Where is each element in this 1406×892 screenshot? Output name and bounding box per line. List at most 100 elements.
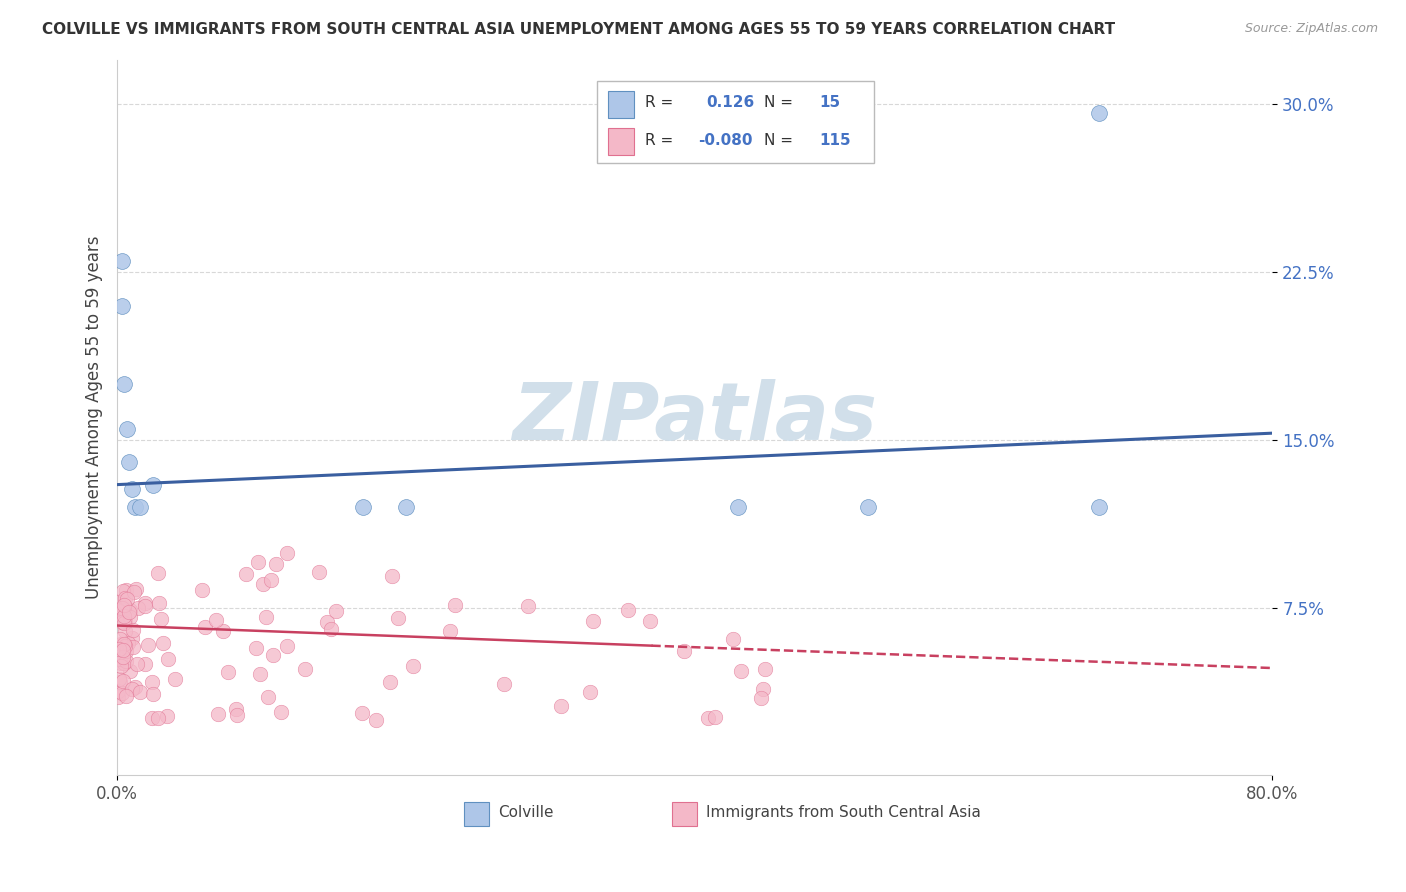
Point [141, 711, 163, 725]
Point [114, 639, 136, 653]
Point [111, 615, 134, 629]
Point [121, 623, 143, 637]
Point [256, 690, 278, 704]
Point [439, 624, 461, 638]
Text: R =: R = [645, 95, 673, 110]
Point [118, 610, 141, 624]
Point [617, 603, 640, 617]
Point [148, 596, 170, 610]
Point [516, 599, 538, 613]
Point [148, 711, 170, 725]
Text: 15: 15 [820, 95, 841, 110]
Point [124, 680, 146, 694]
Point [260, 573, 283, 587]
Point [134, 596, 156, 610]
Text: N =: N = [763, 133, 793, 148]
Point [110, 685, 132, 699]
Point [134, 599, 156, 614]
Point [120, 664, 142, 678]
Point [112, 599, 135, 613]
Point [727, 500, 749, 514]
Point [247, 555, 270, 569]
Point [107, 595, 129, 609]
Point [108, 672, 131, 686]
Point [225, 702, 247, 716]
Text: Immigrants from South Central Asia: Immigrants from South Central Asia [706, 805, 981, 820]
Text: COLVILLE VS IMMIGRANTS FROM SOUTH CENTRAL ASIA UNEMPLOYMENT AMONG AGES 55 TO 59 : COLVILLE VS IMMIGRANTS FROM SOUTH CENTRA… [42, 22, 1115, 37]
Point [112, 608, 135, 623]
Point [141, 674, 163, 689]
Point [703, 709, 725, 723]
Point [108, 651, 131, 665]
Point [114, 601, 136, 615]
Point [752, 682, 775, 697]
Point [245, 640, 267, 655]
Point [381, 569, 404, 583]
Point [108, 642, 131, 657]
Point [114, 643, 136, 657]
Point [115, 583, 138, 598]
Point [108, 632, 131, 646]
Point [121, 482, 143, 496]
Point [112, 637, 135, 651]
Point [108, 675, 131, 690]
Point [107, 690, 129, 704]
Point [212, 624, 235, 639]
Point [254, 610, 277, 624]
Point [118, 605, 141, 619]
Text: ZIPatlas: ZIPatlas [512, 378, 877, 457]
Point [121, 682, 143, 697]
Point [112, 650, 135, 665]
Point [112, 616, 135, 631]
Text: Source: ZipAtlas.com: Source: ZipAtlas.com [1244, 22, 1378, 36]
Point [730, 664, 752, 678]
Text: 115: 115 [820, 133, 851, 148]
Point [205, 614, 228, 628]
Point [148, 566, 170, 580]
Point [112, 656, 135, 670]
Point [117, 636, 139, 650]
Point [142, 687, 165, 701]
Point [494, 677, 516, 691]
Point [395, 500, 418, 514]
Point [550, 698, 572, 713]
Point [352, 500, 374, 514]
Point [191, 582, 214, 597]
Point [121, 632, 143, 646]
Point [856, 500, 879, 514]
Point [401, 659, 423, 673]
Bar [609, 91, 634, 118]
Point [165, 672, 187, 686]
Point [111, 584, 134, 599]
Point [125, 582, 148, 597]
Bar [609, 128, 634, 155]
Point [157, 652, 180, 666]
Point [276, 546, 298, 560]
Point [749, 690, 772, 705]
Point [582, 614, 605, 628]
Point [579, 684, 602, 698]
Point [122, 640, 145, 654]
Point [325, 604, 347, 618]
Point [115, 654, 138, 668]
Point [112, 376, 135, 391]
Point [316, 615, 339, 629]
Point [111, 673, 134, 688]
Point [217, 665, 239, 680]
Point [721, 632, 744, 646]
Point [110, 299, 132, 313]
Point [308, 565, 330, 579]
Point [114, 690, 136, 704]
Bar [672, 803, 697, 825]
Point [150, 612, 173, 626]
Point [112, 643, 135, 657]
Point [118, 455, 141, 469]
Point [134, 657, 156, 671]
Point [110, 656, 132, 670]
Point [443, 598, 465, 612]
Point [319, 623, 342, 637]
Point [124, 500, 146, 514]
Point [638, 614, 661, 628]
Point [270, 705, 292, 719]
Point [1088, 500, 1111, 514]
